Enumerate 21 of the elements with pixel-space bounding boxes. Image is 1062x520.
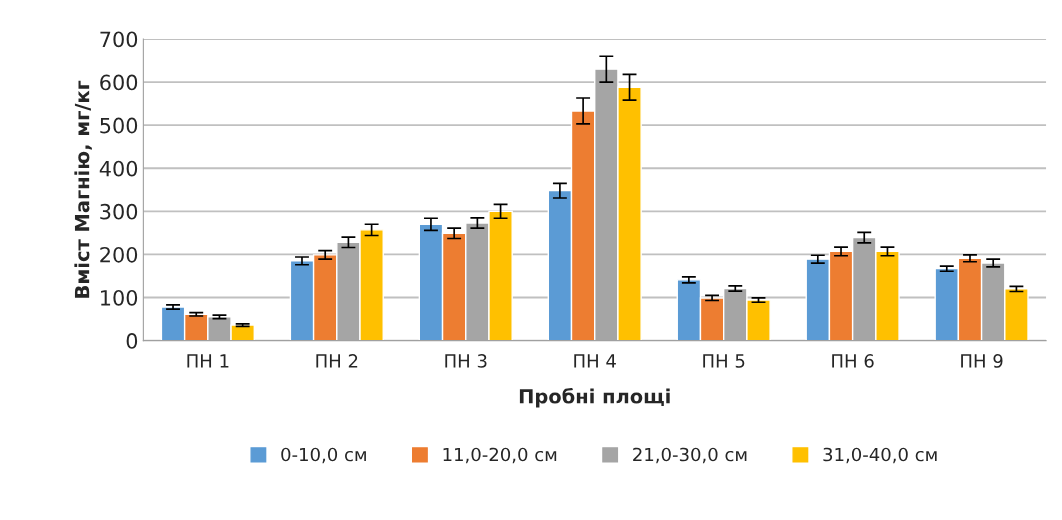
y-tick-label: 400: [99, 160, 138, 177]
y-tick-label: 300: [100, 203, 138, 220]
legend-label: 0-10,0 см: [281, 447, 366, 464]
x-tick-label: ПН 9: [961, 354, 1003, 368]
x-axis-title: Пробні площі: [519, 387, 670, 408]
legend-label: 31,0-40,0 см: [823, 447, 937, 464]
y-axis-title: Вміст Магнію, мг/кг: [74, 80, 92, 298]
x-tick-label: ПН 5: [703, 354, 745, 368]
legend-label: 11,0-20,0 см: [443, 447, 557, 464]
legend-label: 21,0-30,0 см: [633, 447, 747, 464]
x-tick-label: ПН 2: [316, 354, 358, 368]
y-tick-label: 500: [100, 117, 138, 134]
y-tick-label: 100: [101, 289, 138, 306]
x-tick-label: ПН 3: [445, 354, 487, 368]
y-tick-label: 0: [126, 333, 138, 349]
y-tick-label: 700: [100, 31, 138, 48]
x-tick-label: ПН 1: [187, 354, 229, 368]
y-tick-label: 200: [100, 246, 138, 263]
x-tick-label: ПН 4: [574, 354, 616, 368]
x-tick-label: ПН 6: [832, 354, 874, 368]
y-tick-label: 600: [100, 74, 138, 91]
